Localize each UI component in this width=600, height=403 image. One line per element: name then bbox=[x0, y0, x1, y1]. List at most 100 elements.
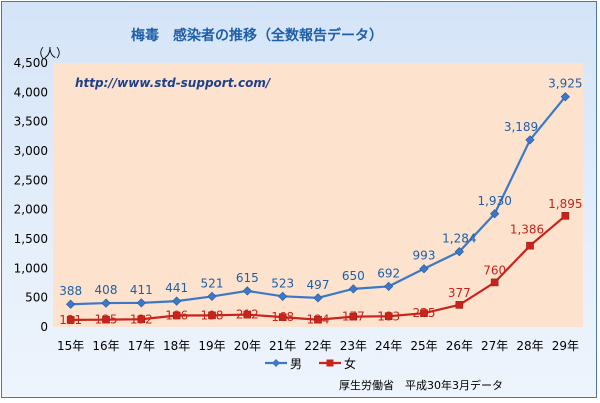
data-point-male bbox=[348, 284, 358, 294]
legend-marker bbox=[272, 359, 280, 367]
x-axis-ticks: 15年 16年 17年 18年 19年 20年 21年 22年 23年 24年 25年 26年 27年 2… bbox=[57, 339, 579, 353]
y-tick-label: 500 bbox=[25, 291, 48, 305]
data-label-male: 388 bbox=[59, 284, 82, 298]
x-tick-label: 22年 bbox=[304, 339, 331, 353]
data-point-female bbox=[314, 315, 322, 324]
data-label-male: 3,925 bbox=[548, 77, 582, 91]
y-axis-ticks: 0 500 1,000 1,500 2,000 2,500 3,000 3,500 4,000 4… bbox=[14, 56, 48, 334]
data-label-female: 168 bbox=[271, 310, 294, 324]
legend-label: 女 bbox=[344, 356, 356, 371]
data-label-male: 523 bbox=[271, 276, 294, 290]
data-label-female: 121 bbox=[59, 313, 82, 327]
data-point-female bbox=[137, 315, 146, 324]
data-point-female bbox=[208, 311, 216, 320]
x-tick-label: 25年 bbox=[410, 339, 437, 353]
data-label-male: 1,930 bbox=[477, 194, 511, 208]
data-label-female: 1,895 bbox=[548, 197, 582, 211]
data-point-male bbox=[419, 264, 429, 274]
data-point-female bbox=[561, 212, 570, 220]
data-label-female: 183 bbox=[377, 309, 400, 323]
data-point-male bbox=[66, 299, 76, 309]
y-tick-label: 1,000 bbox=[14, 261, 48, 275]
data-label-female: 125 bbox=[95, 313, 118, 327]
y-tick-label: 2,000 bbox=[14, 203, 48, 217]
data-label-male: 441 bbox=[165, 281, 188, 295]
legend-label: 男 bbox=[290, 357, 302, 371]
data-label-male: 3,189 bbox=[504, 120, 538, 134]
series-layer bbox=[66, 92, 570, 324]
x-tick-label: 15年 bbox=[57, 339, 84, 353]
data-point-male bbox=[454, 247, 464, 257]
data-point-female bbox=[420, 309, 428, 318]
data-label-female: 132 bbox=[130, 312, 153, 326]
y-tick-label: 1,500 bbox=[14, 232, 48, 246]
data-label-male: 497 bbox=[307, 278, 330, 292]
x-tick-label: 23年 bbox=[340, 339, 367, 353]
data-point-female bbox=[384, 312, 393, 321]
data-point-male bbox=[172, 296, 182, 306]
chart-svg: 梅毒 感染者の推移（全数報告データ） （人） http://www.std-su… bbox=[14, 27, 583, 392]
x-tick-label: 16年 bbox=[92, 339, 119, 353]
chart-frame: 梅毒 感染者の推移（全数報告データ） （人） http://www.std-su… bbox=[1, 1, 597, 398]
data-point-female bbox=[102, 315, 110, 324]
x-tick-label: 18年 bbox=[163, 339, 190, 353]
data-point-male bbox=[384, 281, 394, 292]
data-label-female: 212 bbox=[236, 308, 259, 322]
data-label-female: 235 bbox=[413, 306, 436, 320]
data-label-male: 1,284 bbox=[442, 232, 476, 246]
x-tick-label: 27年 bbox=[481, 339, 508, 353]
chart-title: 梅毒 感染者の推移（全数報告データ） bbox=[131, 27, 383, 44]
y-tick-label: 3,000 bbox=[14, 144, 48, 158]
data-point-female bbox=[349, 312, 358, 321]
data-labels-layer: 388 408 411 441 521 615 523 497 650 692 993 1,284 1,… bbox=[59, 77, 582, 327]
data-label-male: 993 bbox=[413, 249, 436, 263]
data-point-male bbox=[278, 291, 288, 301]
data-label-male: 692 bbox=[377, 266, 400, 280]
data-point-male bbox=[207, 291, 217, 302]
y-unit-label: （人） bbox=[32, 46, 68, 60]
data-point-male bbox=[313, 293, 323, 303]
x-tick-label: 21年 bbox=[269, 339, 296, 353]
y-tick-label: 4,500 bbox=[14, 56, 48, 70]
data-point-male bbox=[242, 286, 252, 296]
legend: 男女 bbox=[265, 356, 356, 371]
x-tick-label: 28年 bbox=[516, 339, 543, 353]
data-label-female: 198 bbox=[201, 308, 224, 322]
y-tick-label: 3,500 bbox=[14, 115, 48, 129]
data-label-male: 521 bbox=[201, 276, 224, 290]
data-label-female: 377 bbox=[448, 286, 471, 300]
source-note: 厚生労働省 平成30年3月データ bbox=[339, 378, 503, 392]
x-tick-label: 20年 bbox=[234, 339, 261, 353]
data-point-female bbox=[455, 301, 464, 309]
x-tick-label: 29年 bbox=[552, 339, 579, 353]
data-point-male bbox=[136, 298, 146, 308]
data-label-male: 411 bbox=[130, 283, 153, 297]
x-tick-label: 17年 bbox=[128, 339, 155, 353]
legend-marker bbox=[326, 359, 334, 367]
x-tick-label: 24年 bbox=[375, 339, 402, 353]
data-label-female: 760 bbox=[483, 263, 506, 277]
data-label-female: 177 bbox=[342, 310, 365, 324]
data-label-female: 1,386 bbox=[510, 223, 544, 237]
data-point-female bbox=[243, 310, 252, 319]
y-tick-label: 0 bbox=[40, 320, 48, 334]
data-point-female bbox=[172, 311, 181, 320]
y-tick-label: 4,000 bbox=[14, 85, 48, 99]
data-point-male bbox=[101, 298, 111, 308]
x-tick-label: 19年 bbox=[198, 339, 225, 353]
data-point-male bbox=[525, 135, 535, 145]
source-url: http://www.std-support.com/ bbox=[75, 76, 272, 90]
y-tick-label: 2,500 bbox=[14, 173, 48, 187]
data-label-male: 615 bbox=[236, 271, 259, 285]
data-point-male bbox=[490, 209, 500, 219]
data-point-female bbox=[526, 241, 534, 250]
data-point-female bbox=[278, 313, 287, 321]
x-tick-label: 26年 bbox=[446, 339, 473, 353]
data-point-male bbox=[560, 92, 570, 102]
data-label-male: 650 bbox=[342, 269, 365, 283]
data-label-female: 124 bbox=[307, 313, 330, 327]
data-point-female bbox=[66, 316, 75, 324]
data-label-male: 408 bbox=[95, 283, 118, 297]
data-point-female bbox=[490, 278, 499, 287]
data-label-female: 196 bbox=[165, 309, 188, 323]
